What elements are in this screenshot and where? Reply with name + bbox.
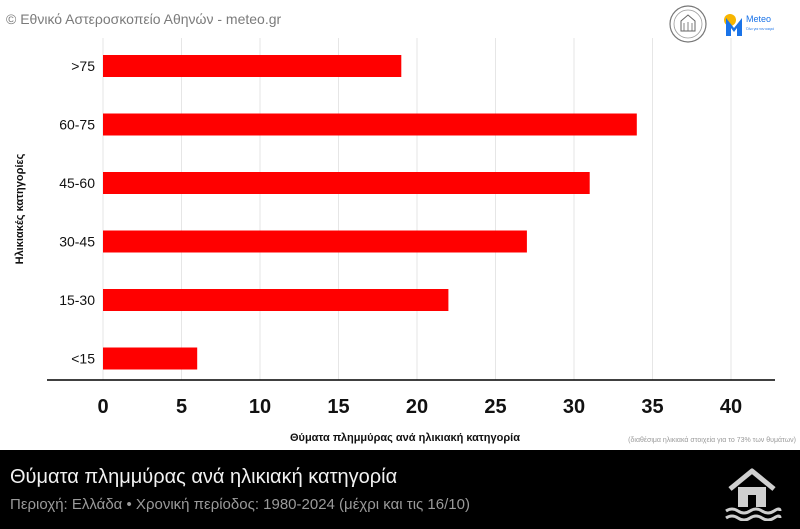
y-tick-label: 45-60 xyxy=(59,175,95,191)
x-tick-label: 40 xyxy=(720,396,742,418)
footer-subtitle: Περιοχή: Ελλάδα • Χρονική περίοδος: 1980… xyxy=(10,496,470,513)
x-axis-title: Θύματα πλημμύρας ανά ηλικιακή κατηγορία xyxy=(290,432,520,444)
bar-1 xyxy=(103,55,402,77)
bar-4 xyxy=(103,230,527,253)
meteo-logo-tagline: Όλα για τον καιρό xyxy=(745,27,774,31)
y-tick-label: 60-75 xyxy=(59,117,95,133)
x-tick-label: 5 xyxy=(176,396,187,418)
chart-area: © Εθνικό Αστεροσκοπείο Αθηνών - meteo.gr… xyxy=(6,5,796,444)
y-tick-label: 30-45 xyxy=(59,234,95,250)
footer-panel: Θύματα πλημμύρας ανά ηλικιακή κατηγορία … xyxy=(0,450,800,529)
footer-title: Θύματα πλημμύρας ανά ηλικιακή κατηγορία xyxy=(10,466,398,488)
y-tick-label: <15 xyxy=(71,351,95,367)
x-tick-label: 20 xyxy=(406,396,428,418)
y-tick-label: 15-30 xyxy=(59,292,95,308)
flooded-house-icon xyxy=(725,468,782,521)
bar-3 xyxy=(103,172,590,194)
y-axis-title: Ηλικιακές κατηγορίες xyxy=(14,153,26,264)
copyright-text: © Εθνικό Αστεροσκοπείο Αθηνών - meteo.gr xyxy=(6,11,282,27)
x-tick-label: 30 xyxy=(563,396,585,418)
x-tick-label: 15 xyxy=(327,396,349,418)
x-tick-label: 25 xyxy=(484,396,506,418)
meteo-logo-icon: Meteo Όλα για τον καιρό xyxy=(724,14,774,36)
bar-5 xyxy=(103,289,449,311)
x-tick-label: 10 xyxy=(249,396,271,418)
bar-6 xyxy=(103,347,198,370)
footnote: (διαθέσιμα ηλικιακά στοιχεία για το 73% … xyxy=(628,437,796,444)
x-tick-label: 0 xyxy=(97,396,108,418)
meteo-logo-text: Meteo xyxy=(746,14,771,24)
x-tick-label: 35 xyxy=(641,396,663,418)
bar-chart: >75 60-75 45-60 30-45 15-30 <15 0 5 10 15 20 25 30 35… xyxy=(14,38,775,444)
y-tick-label: >75 xyxy=(71,58,95,74)
noa-seal-logo-icon xyxy=(669,5,707,43)
bar-2 xyxy=(103,113,637,136)
